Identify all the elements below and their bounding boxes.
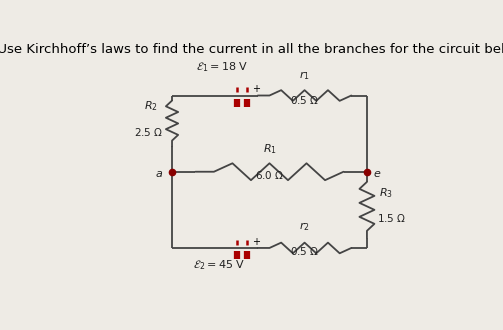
Text: +: + xyxy=(252,237,260,247)
Text: $6.0\ \Omega$: $6.0\ \Omega$ xyxy=(255,169,284,181)
Text: $0.5\ \Omega$: $0.5\ \Omega$ xyxy=(290,246,319,257)
Text: $r_1$: $r_1$ xyxy=(299,69,310,82)
Text: $R_1$: $R_1$ xyxy=(263,143,277,156)
Text: +: + xyxy=(252,84,260,94)
Text: $r_2$: $r_2$ xyxy=(299,220,310,233)
Text: $1.5\ \Omega$: $1.5\ \Omega$ xyxy=(377,213,406,224)
Text: $2.5\ \Omega$: $2.5\ \Omega$ xyxy=(134,126,163,138)
Text: e: e xyxy=(374,169,381,179)
Text: $\mathcal{E}_2 = 45\ \mathrm{V}$: $\mathcal{E}_2 = 45\ \mathrm{V}$ xyxy=(193,258,245,272)
Text: $\mathcal{E}_1 = 18\ \mathrm{V}$: $\mathcal{E}_1 = 18\ \mathrm{V}$ xyxy=(197,60,249,74)
Text: $R_2$: $R_2$ xyxy=(144,99,157,113)
Text: a: a xyxy=(155,169,162,179)
Text: . Use Kirchhoff’s laws to find the current in all the branches for the circuit b: . Use Kirchhoff’s laws to find the curre… xyxy=(0,44,503,56)
Text: $R_3$: $R_3$ xyxy=(379,186,393,200)
Text: $0.5\ \Omega$: $0.5\ \Omega$ xyxy=(290,94,319,106)
